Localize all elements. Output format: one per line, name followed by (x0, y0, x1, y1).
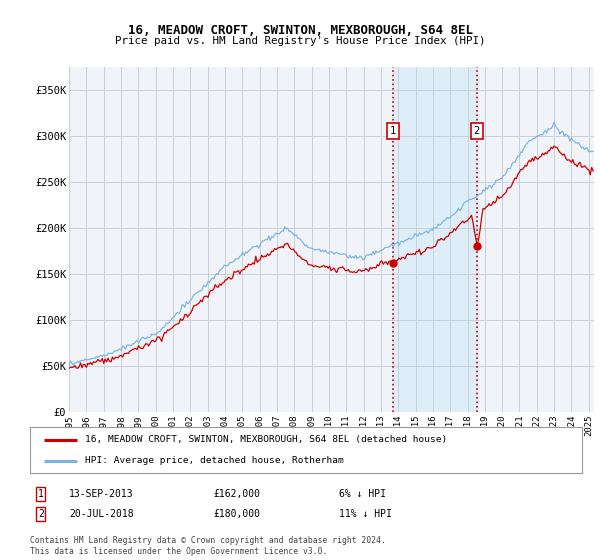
Text: 20-JUL-2018: 20-JUL-2018 (69, 509, 134, 519)
Text: £180,000: £180,000 (213, 509, 260, 519)
Text: £162,000: £162,000 (213, 489, 260, 499)
Text: 2: 2 (38, 509, 44, 519)
Text: 1: 1 (390, 126, 397, 136)
Text: HPI: Average price, detached house, Rotherham: HPI: Average price, detached house, Roth… (85, 456, 344, 465)
Text: Contains HM Land Registry data © Crown copyright and database right 2024.
This d: Contains HM Land Registry data © Crown c… (30, 536, 386, 556)
Text: 16, MEADOW CROFT, SWINTON, MEXBOROUGH, S64 8EL (detached house): 16, MEADOW CROFT, SWINTON, MEXBOROUGH, S… (85, 435, 448, 444)
Text: 2: 2 (474, 126, 480, 136)
Text: 11% ↓ HPI: 11% ↓ HPI (339, 509, 392, 519)
Text: 6% ↓ HPI: 6% ↓ HPI (339, 489, 386, 499)
Text: 16, MEADOW CROFT, SWINTON, MEXBOROUGH, S64 8EL: 16, MEADOW CROFT, SWINTON, MEXBOROUGH, S… (128, 24, 473, 36)
Bar (393, 67, 477, 412)
Text: 1: 1 (38, 489, 44, 499)
Text: Price paid vs. HM Land Registry's House Price Index (HPI): Price paid vs. HM Land Registry's House … (115, 36, 485, 46)
Text: 13-SEP-2013: 13-SEP-2013 (69, 489, 134, 499)
